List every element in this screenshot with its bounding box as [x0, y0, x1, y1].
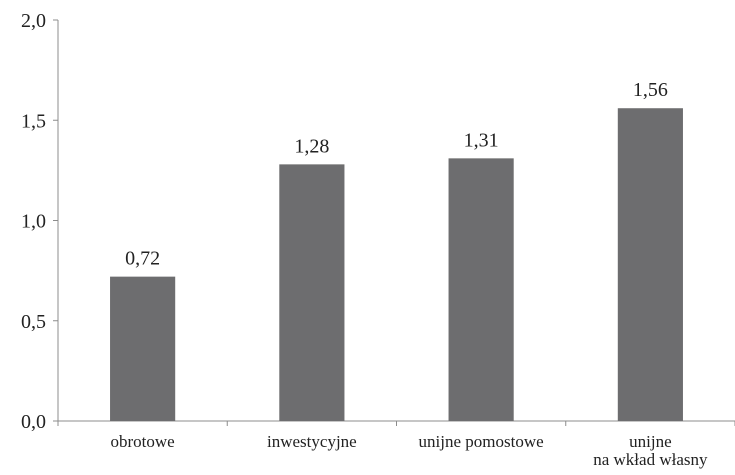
- bar: [110, 276, 176, 421]
- category-label: unijne: [629, 432, 672, 451]
- category-label: inwestycyjne: [267, 432, 357, 451]
- bar-value-label: 0,72: [125, 248, 160, 270]
- y-tick-label: 0,5: [21, 311, 46, 333]
- x-axis-ticks: [57, 421, 735, 426]
- bar-value-label: 1,56: [633, 79, 668, 101]
- bar: [279, 164, 345, 422]
- y-tick-label: 0,0: [21, 411, 46, 433]
- bar: [617, 108, 683, 421]
- data-labels-group: 0,72 1,28 1,31 1,56: [125, 79, 668, 269]
- bar-value-label: 1,31: [464, 129, 499, 151]
- bar-value-label: 1,28: [294, 135, 329, 157]
- y-tick-label: 1,0: [21, 211, 46, 233]
- category-label: obrotowe: [111, 432, 175, 451]
- category-label: na wkład własny: [593, 450, 708, 469]
- category-label: unijne pomostowe: [419, 432, 544, 451]
- category-labels-group: obrotowe inwestycyjne unijne pomostowe unij…: [111, 432, 708, 469]
- bar: [448, 158, 514, 421]
- bars-group: [110, 108, 683, 422]
- y-axis-ticks: 0,0 0,5 1,0 1,5 2,0: [21, 10, 58, 433]
- y-tick-label: 2,0: [21, 10, 46, 32]
- y-tick-label: 1,5: [21, 110, 46, 132]
